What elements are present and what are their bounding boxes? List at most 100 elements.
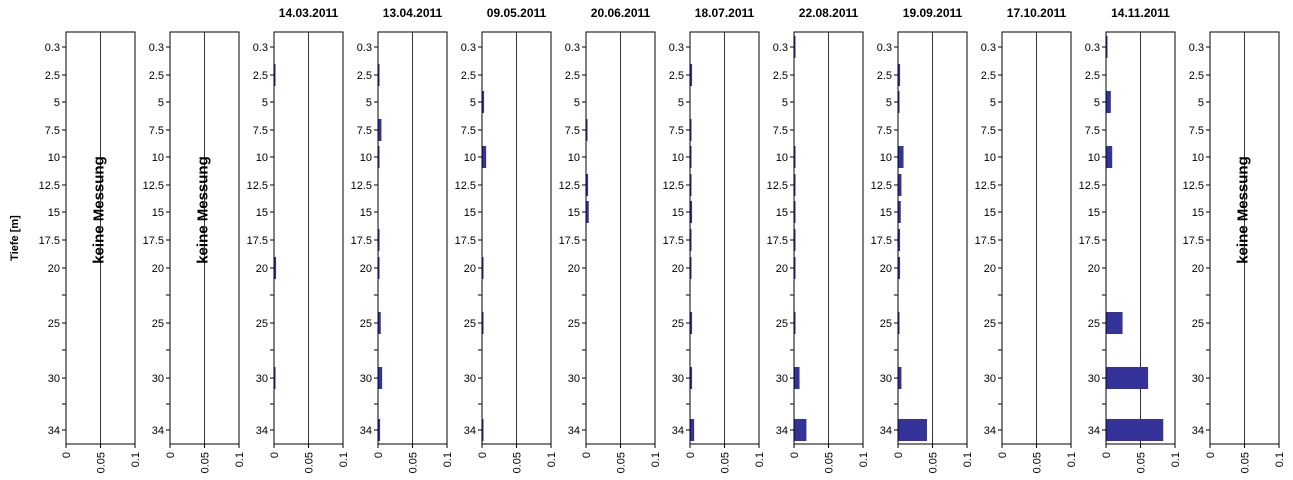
y-tick-label: 5 [782, 97, 788, 109]
y-tick-label: 34 [152, 425, 164, 437]
x-tick-label: 0.1 [338, 452, 350, 467]
bar [690, 174, 692, 196]
bar [898, 312, 900, 334]
y-tick-label: 2.5 [981, 70, 996, 82]
x-tick-label: 0.05 [512, 452, 524, 473]
y-tick-label: 0.3 [1085, 42, 1100, 54]
y-tick-label: 20 [360, 263, 372, 275]
y-tick-label: 25 [152, 318, 164, 330]
y-tick-label: 2.5 [1085, 70, 1100, 82]
y-tick-label: 15 [776, 207, 788, 219]
y-tick-label: 2.5 [149, 70, 164, 82]
bar [378, 257, 380, 279]
panel-title: 17.10.2011 [1007, 6, 1067, 20]
y-tick-label: 25 [672, 318, 684, 330]
y-tick-label: 0.3 [1189, 42, 1204, 54]
y-tick-label: 25 [48, 318, 60, 330]
y-tick-label: 7.5 [461, 125, 476, 137]
y-tick-label: 5 [470, 97, 476, 109]
y-tick-label: 30 [672, 373, 684, 385]
x-tick-label: 0 [893, 452, 905, 458]
y-tick-label: 20 [672, 263, 684, 275]
y-tick-label: 20 [1088, 263, 1100, 275]
bar [482, 312, 484, 334]
y-tick-label: 25 [1192, 318, 1204, 330]
bar [378, 64, 380, 86]
y-tick-label: 20 [48, 263, 60, 275]
y-tick-label: 30 [880, 373, 892, 385]
bar [378, 229, 380, 251]
y-tick-label: 15 [568, 207, 580, 219]
panel-title: 14.03.2011 [279, 6, 339, 20]
x-tick-label: 0 [581, 452, 593, 458]
y-tick-label: 7.5 [253, 125, 268, 137]
y-tick-label: 17.5 [1079, 235, 1100, 247]
bar [898, 64, 901, 86]
y-tick-label: 34 [568, 425, 580, 437]
x-tick-label: 0.05 [616, 452, 628, 473]
y-tick-label: 34 [672, 425, 684, 437]
y-tick-label: 17.5 [351, 235, 372, 247]
bar [1106, 91, 1111, 113]
y-tick-label: 25 [360, 318, 372, 330]
y-tick-label: 12.5 [455, 180, 476, 192]
y-tick-label: 12.5 [559, 180, 580, 192]
y-tick-label: 34 [1192, 425, 1204, 437]
x-tick-label: 0.05 [1240, 452, 1252, 473]
bar [274, 64, 276, 86]
panel-title: 22.08.2011 [799, 6, 859, 20]
bar [898, 257, 901, 279]
y-tick-label: 7.5 [149, 125, 164, 137]
y-tick-label: 10 [568, 152, 580, 164]
y-tick-label: 25 [256, 318, 268, 330]
bar [690, 201, 693, 223]
y-tick-label: 2.5 [357, 70, 372, 82]
y-tick-label: 7.5 [981, 125, 996, 137]
x-tick-label: 0.1 [1274, 452, 1286, 467]
x-tick-label: 0 [165, 452, 177, 458]
y-tick-label: 2.5 [253, 70, 268, 82]
bar [794, 174, 796, 196]
panel-title: 19.09.2011 [903, 6, 963, 20]
y-tick-label: 17.5 [247, 235, 268, 247]
y-tick-label: 30 [776, 373, 788, 385]
y-tick-label: 20 [984, 263, 996, 275]
y-tick-label: 17.5 [559, 235, 580, 247]
y-tick-label: 5 [1094, 97, 1100, 109]
bar [274, 367, 276, 389]
x-tick-label: 0.05 [720, 452, 732, 473]
bar [482, 91, 485, 113]
y-tick-label: 25 [984, 318, 996, 330]
y-tick-label: 17.5 [143, 235, 164, 247]
bar [794, 257, 796, 279]
y-tick-label: 10 [880, 152, 892, 164]
y-tick-label: 5 [54, 97, 60, 109]
y-tick-label: 17.5 [455, 235, 476, 247]
y-tick-label: 10 [48, 152, 60, 164]
x-tick-label: 0.1 [442, 452, 454, 467]
y-tick-label: 0.3 [981, 42, 996, 54]
y-tick-label: 0.3 [149, 42, 164, 54]
y-tick-label: 7.5 [773, 125, 788, 137]
x-tick-label: 0.1 [962, 452, 974, 467]
y-tick-label: 25 [464, 318, 476, 330]
y-tick-label: 17.5 [975, 235, 996, 247]
y-tick-label: 30 [1088, 373, 1100, 385]
bar [378, 119, 382, 141]
y-tick-label: 15 [48, 207, 60, 219]
y-tick-label: 12.5 [1079, 180, 1100, 192]
bar [794, 229, 796, 251]
y-tick-label: 7.5 [45, 125, 60, 137]
y-tick-label: 12.5 [663, 180, 684, 192]
y-tick-label: 12.5 [39, 180, 60, 192]
y-tick-label: 7.5 [565, 125, 580, 137]
y-tick-label: 12.5 [767, 180, 788, 192]
no-data-label: keine Messung [1235, 156, 1252, 264]
x-tick-label: 0 [997, 452, 1009, 458]
bar [794, 201, 796, 223]
y-tick-label: 34 [360, 425, 372, 437]
x-tick-label: 0.05 [408, 452, 420, 473]
y-tick-label: 15 [464, 207, 476, 219]
bar [690, 119, 692, 141]
x-tick-label: 0 [1205, 452, 1217, 458]
